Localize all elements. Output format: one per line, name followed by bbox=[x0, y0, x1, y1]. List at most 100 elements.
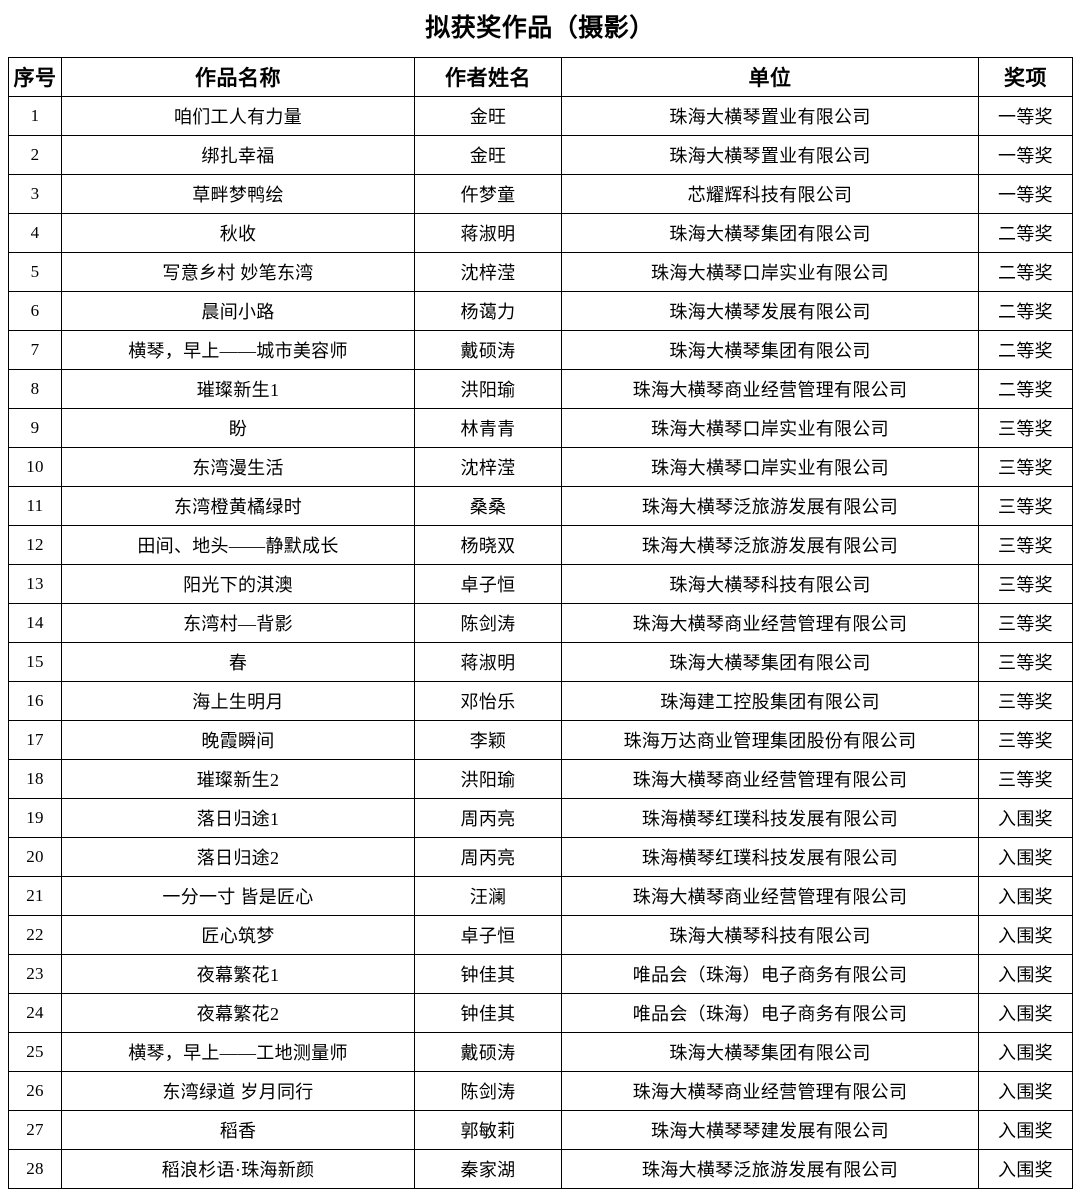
table-row: 17 晚霞瞬间 李颖 珠海万达商业管理集团股份有限公司 三等奖 bbox=[8, 720, 1073, 760]
cell-author: 邓怡乐 bbox=[414, 681, 562, 721]
cell-award: 入围奖 bbox=[978, 1110, 1073, 1150]
table-row: 19 落日归途1 周丙亮 珠海横琴红璞科技发展有限公司 入围奖 bbox=[8, 798, 1073, 838]
cell-unit: 珠海大横琴口岸实业有限公司 bbox=[561, 252, 979, 292]
cell-index: 15 bbox=[8, 642, 62, 682]
cell-index: 12 bbox=[8, 525, 62, 565]
cell-index: 13 bbox=[8, 564, 62, 604]
cell-award: 三等奖 bbox=[978, 720, 1073, 760]
cell-author: 洪阳瑜 bbox=[414, 759, 562, 799]
cell-author: 卓子恒 bbox=[414, 915, 562, 955]
cell-work: 夜幕繁花1 bbox=[61, 954, 415, 994]
cell-author: 钟佳其 bbox=[414, 993, 562, 1033]
cell-unit: 珠海大横琴泛旅游发展有限公司 bbox=[561, 525, 979, 565]
cell-unit: 珠海大横琴置业有限公司 bbox=[561, 96, 979, 136]
cell-award: 二等奖 bbox=[978, 369, 1073, 409]
cell-author: 戴硕涛 bbox=[414, 330, 562, 370]
cell-award: 一等奖 bbox=[978, 174, 1073, 214]
cell-index: 24 bbox=[8, 993, 62, 1033]
cell-work: 咱们工人有力量 bbox=[61, 96, 415, 136]
award-results-table: 序号 作品名称 作者姓名 单位 奖项 1 咱们工人有力量 金旺 珠海大横琴置业有限公司… bbox=[8, 57, 1073, 1189]
cell-index: 16 bbox=[8, 681, 62, 721]
table-row: 6 晨间小路 杨蔼力 珠海大横琴发展有限公司 二等奖 bbox=[8, 291, 1073, 331]
cell-index: 9 bbox=[8, 408, 62, 448]
table-row: 4 秋收 蒋淑明 珠海大横琴集团有限公司 二等奖 bbox=[8, 213, 1073, 253]
table-row: 28 稻浪杉语·珠海新颜 秦家湖 珠海大横琴泛旅游发展有限公司 入围奖 bbox=[8, 1149, 1073, 1189]
table-row: 13 阳光下的淇澳 卓子恒 珠海大横琴科技有限公司 三等奖 bbox=[8, 564, 1073, 604]
cell-work: 一分一寸 皆是匠心 bbox=[61, 876, 415, 916]
cell-index: 5 bbox=[8, 252, 62, 292]
cell-author: 蒋淑明 bbox=[414, 213, 562, 253]
cell-unit: 芯耀辉科技有限公司 bbox=[561, 174, 979, 214]
cell-index: 25 bbox=[8, 1032, 62, 1072]
cell-index: 28 bbox=[8, 1149, 62, 1189]
table-row: 1 咱们工人有力量 金旺 珠海大横琴置业有限公司 一等奖 bbox=[8, 96, 1073, 136]
column-header-award: 奖项 bbox=[978, 57, 1073, 97]
table-row: 22 匠心筑梦 卓子恒 珠海大横琴科技有限公司 入围奖 bbox=[8, 915, 1073, 955]
cell-index: 3 bbox=[8, 174, 62, 214]
cell-author: 钟佳其 bbox=[414, 954, 562, 994]
cell-work: 东湾橙黄橘绿时 bbox=[61, 486, 415, 526]
cell-unit: 珠海大横琴商业经营管理有限公司 bbox=[561, 369, 979, 409]
column-header-work: 作品名称 bbox=[61, 57, 415, 97]
table-row: 21 一分一寸 皆是匠心 汪澜 珠海大横琴商业经营管理有限公司 入围奖 bbox=[8, 876, 1073, 916]
cell-unit: 珠海大横琴科技有限公司 bbox=[561, 564, 979, 604]
cell-work: 落日归途1 bbox=[61, 798, 415, 838]
table-row: 3 草畔梦鸭绘 仵梦童 芯耀辉科技有限公司 一等奖 bbox=[8, 174, 1073, 214]
cell-unit: 珠海大横琴商业经营管理有限公司 bbox=[561, 1071, 979, 1111]
cell-unit: 珠海大横琴泛旅游发展有限公司 bbox=[561, 486, 979, 526]
table-row: 23 夜幕繁花1 钟佳其 唯品会（珠海）电子商务有限公司 入围奖 bbox=[8, 954, 1073, 994]
cell-author: 仵梦童 bbox=[414, 174, 562, 214]
cell-index: 8 bbox=[8, 369, 62, 409]
cell-unit: 珠海大横琴置业有限公司 bbox=[561, 135, 979, 175]
table-row: 12 田间、地头——静默成长 杨晓双 珠海大横琴泛旅游发展有限公司 三等奖 bbox=[8, 525, 1073, 565]
cell-index: 26 bbox=[8, 1071, 62, 1111]
cell-unit: 唯品会（珠海）电子商务有限公司 bbox=[561, 993, 979, 1033]
cell-author: 周丙亮 bbox=[414, 798, 562, 838]
cell-index: 11 bbox=[8, 486, 62, 526]
cell-index: 1 bbox=[8, 96, 62, 136]
cell-index: 6 bbox=[8, 291, 62, 331]
cell-author: 戴硕涛 bbox=[414, 1032, 562, 1072]
cell-author: 李颖 bbox=[414, 720, 562, 760]
cell-work: 阳光下的淇澳 bbox=[61, 564, 415, 604]
cell-author: 郭敏莉 bbox=[414, 1110, 562, 1150]
cell-index: 14 bbox=[8, 603, 62, 643]
cell-unit: 珠海大横琴集团有限公司 bbox=[561, 1032, 979, 1072]
cell-award: 三等奖 bbox=[978, 564, 1073, 604]
table-row: 24 夜幕繁花2 钟佳其 唯品会（珠海）电子商务有限公司 入围奖 bbox=[8, 993, 1073, 1033]
cell-award: 三等奖 bbox=[978, 603, 1073, 643]
cell-work: 盼 bbox=[61, 408, 415, 448]
cell-work: 落日归途2 bbox=[61, 837, 415, 877]
table-row: 27 稻香 郭敏莉 珠海大横琴琴建发展有限公司 入围奖 bbox=[8, 1110, 1073, 1150]
cell-author: 金旺 bbox=[414, 96, 562, 136]
table-row: 11 东湾橙黄橘绿时 桑桑 珠海大横琴泛旅游发展有限公司 三等奖 bbox=[8, 486, 1073, 526]
cell-author: 沈梓滢 bbox=[414, 252, 562, 292]
cell-author: 陈剑涛 bbox=[414, 603, 562, 643]
table-row: 8 璀璨新生1 洪阳瑜 珠海大横琴商业经营管理有限公司 二等奖 bbox=[8, 369, 1073, 409]
column-header-index: 序号 bbox=[8, 57, 62, 97]
cell-author: 秦家湖 bbox=[414, 1149, 562, 1189]
cell-award: 三等奖 bbox=[978, 642, 1073, 682]
cell-work: 写意乡村 妙笔东湾 bbox=[61, 252, 415, 292]
cell-work: 稻香 bbox=[61, 1110, 415, 1150]
table-row: 9 盼林青青 珠海大横琴口岸实业有限公司 三等奖 bbox=[8, 408, 1073, 448]
cell-author: 卓子恒 bbox=[414, 564, 562, 604]
cell-work: 璀璨新生1 bbox=[61, 369, 415, 409]
cell-author: 洪阳瑜 bbox=[414, 369, 562, 409]
cell-index: 10 bbox=[8, 447, 62, 487]
cell-index: 2 bbox=[8, 135, 62, 175]
cell-unit: 珠海大横琴发展有限公司 bbox=[561, 291, 979, 331]
cell-award: 二等奖 bbox=[978, 291, 1073, 331]
cell-unit: 唯品会（珠海）电子商务有限公司 bbox=[561, 954, 979, 994]
cell-unit: 珠海横琴红璞科技发展有限公司 bbox=[561, 798, 979, 838]
table-row: 10 东湾漫生活 沈梓滢 珠海大横琴口岸实业有限公司 三等奖 bbox=[8, 447, 1073, 487]
table-header-row: 序号 作品名称 作者姓名 单位 奖项 bbox=[8, 57, 1073, 97]
cell-award: 三等奖 bbox=[978, 486, 1073, 526]
cell-author: 林青青 bbox=[414, 408, 562, 448]
cell-award: 一等奖 bbox=[978, 96, 1073, 136]
cell-award: 三等奖 bbox=[978, 681, 1073, 721]
cell-unit: 珠海大横琴商业经营管理有限公司 bbox=[561, 876, 979, 916]
cell-unit: 珠海大横琴口岸实业有限公司 bbox=[561, 447, 979, 487]
cell-work: 绑扎幸福 bbox=[61, 135, 415, 175]
cell-author: 蒋淑明 bbox=[414, 642, 562, 682]
